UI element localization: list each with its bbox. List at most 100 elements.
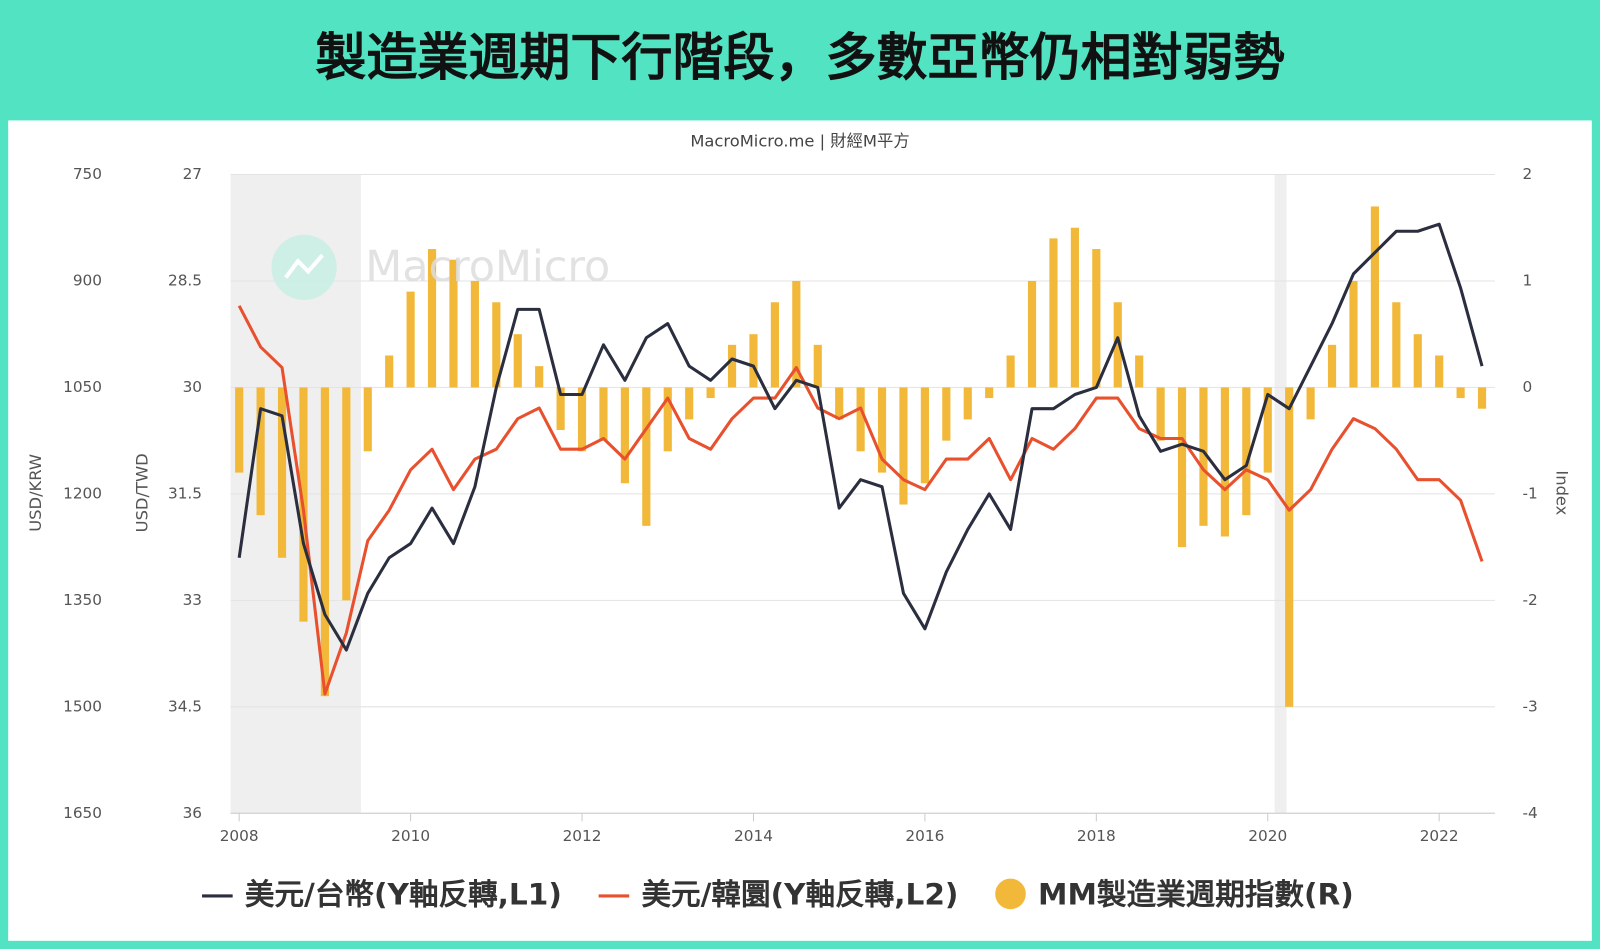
source: MacroMicro.me | 財經M平方	[690, 131, 909, 150]
y3-tick-label: 0	[1522, 378, 1532, 396]
bar	[813, 344, 822, 388]
y-tick-label: 30	[183, 378, 202, 396]
bar	[1327, 344, 1337, 388]
bar	[320, 387, 329, 697]
bar	[577, 387, 587, 452]
bar	[235, 387, 244, 473]
bar	[427, 249, 437, 388]
bar	[1435, 355, 1444, 388]
y2-tick-label: 1500	[63, 697, 102, 715]
bar	[1477, 387, 1487, 409]
bar	[963, 387, 972, 420]
y-tick-label: 36	[183, 804, 202, 822]
watermark-icon-glyph	[284, 253, 324, 279]
bar	[1263, 387, 1272, 473]
y-tick-label: 28.5	[168, 271, 202, 289]
watermark: MacroMicro	[365, 242, 610, 292]
legend-symbol	[995, 878, 1026, 910]
bar	[556, 387, 565, 431]
y-tick-label: 31.5	[168, 484, 202, 502]
bar	[363, 387, 372, 452]
x-tick-label: 2016	[905, 827, 944, 845]
bar	[1156, 387, 1165, 441]
bar	[535, 366, 544, 388]
y-tick-label: 34.5	[168, 697, 202, 715]
bar	[1135, 355, 1144, 388]
y2-tick-label: 1200	[63, 484, 102, 502]
bar	[1070, 227, 1079, 388]
bar	[1006, 355, 1015, 388]
legend-label: 美元/韓圜(Y軸反轉,L2)	[641, 877, 958, 911]
bar	[1242, 387, 1251, 516]
bar	[792, 280, 801, 388]
y3-tick-label: -2	[1522, 591, 1537, 609]
bar	[1199, 387, 1208, 526]
bar	[1456, 387, 1465, 399]
x-tick-label: 2020	[1248, 827, 1287, 845]
bar	[449, 259, 458, 388]
legend-label: MM製造業週期指數(R)	[1038, 877, 1354, 911]
bar	[899, 387, 908, 505]
bar	[277, 387, 287, 558]
page-title: 製造業週期下行階段，多數亞幣仍相對弱勢	[315, 29, 1284, 88]
y-axis-title: USD/TWD	[132, 453, 151, 532]
legend: 美元/台幣(Y軸反轉,L1) 美元/韓圜(Y軸反轉,L2) MM製造業週期指數(R)	[202, 877, 1354, 911]
bar	[642, 387, 651, 526]
y2-tick-label: 1050	[63, 378, 102, 396]
y-tick-label: 33	[183, 591, 202, 609]
y3-tick-label: 1	[1522, 271, 1532, 289]
bar	[1177, 387, 1187, 548]
bar	[942, 387, 951, 441]
x-tick-label: 2014	[734, 827, 773, 845]
bar	[513, 334, 522, 388]
bar	[685, 387, 694, 420]
y3-tick-label: -3	[1522, 697, 1537, 715]
legend-label: 美元/台幣(Y軸反轉,L1)	[245, 877, 562, 911]
bar	[470, 280, 479, 388]
line	[237, 222, 1484, 652]
bar	[1027, 280, 1037, 388]
y2-tick-label: 1650	[63, 804, 102, 822]
bar	[727, 344, 737, 388]
bar	[620, 387, 629, 484]
y2-tick-label: 750	[73, 165, 102, 183]
y3-tick-label: 2	[1522, 165, 1532, 183]
y3-tick-label: -1	[1522, 484, 1537, 502]
plot-area: 27 28.5 30 31.5 33 34.5 36 750 900 1050 1200 1350 15…	[63, 165, 1538, 845]
y-tick-label: 27	[183, 165, 202, 183]
line	[237, 305, 1484, 696]
y3-axis-title: Index	[1553, 470, 1572, 515]
bar	[1413, 334, 1422, 388]
bar	[1092, 249, 1101, 388]
y2-tick-label: 900	[73, 271, 102, 289]
bar	[406, 291, 415, 388]
bar	[342, 387, 351, 601]
bar	[1113, 302, 1122, 388]
bar	[749, 334, 758, 388]
bar	[1392, 302, 1401, 388]
x-tick-label: 2018	[1077, 827, 1116, 845]
y3-tick-label: -4	[1522, 804, 1537, 822]
bar	[1370, 206, 1379, 388]
bar	[985, 387, 994, 399]
bar	[1349, 280, 1358, 388]
x-tick-label: 2022	[1420, 827, 1459, 845]
bar	[385, 355, 394, 388]
x-tick-label: 2010	[391, 827, 430, 845]
bar	[920, 387, 929, 484]
x-tick-label: 2012	[563, 827, 602, 845]
bar	[663, 387, 672, 452]
bar	[770, 302, 779, 388]
y2-axis-title: USD/KRW	[26, 454, 45, 532]
bar	[492, 302, 501, 388]
bar	[1220, 387, 1229, 537]
bar	[835, 387, 844, 420]
bar	[877, 387, 887, 473]
y2-tick-label: 1350	[63, 591, 102, 609]
bar	[1306, 387, 1315, 420]
bar	[1049, 238, 1058, 388]
x-tick-label: 2008	[220, 827, 259, 845]
bar	[856, 387, 865, 452]
